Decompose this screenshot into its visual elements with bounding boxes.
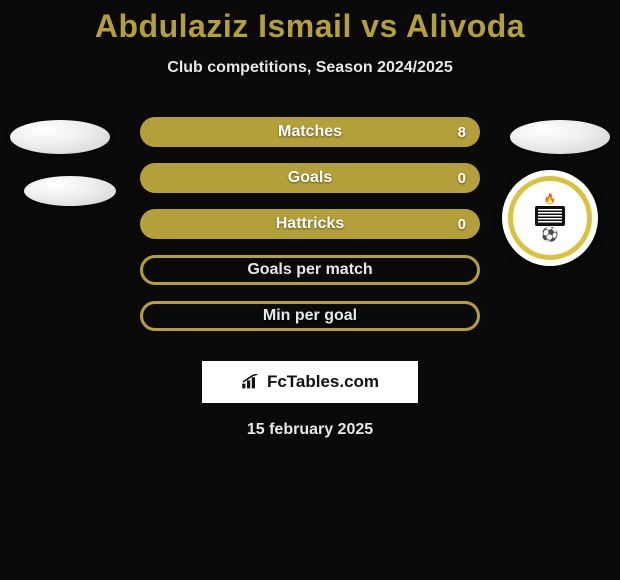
stat-row: Goals per match [0, 255, 620, 301]
bar-chart-icon [241, 374, 261, 390]
player-left-bubble-2 [24, 176, 116, 206]
stat-value: 0 [458, 216, 466, 233]
stat-bar: Goals per match [140, 255, 480, 285]
flame-icon: 🔥 [535, 195, 565, 205]
stat-label: Goals per match [247, 261, 372, 279]
stat-value: 0 [458, 170, 466, 187]
club-badge-ring: 🔥 ⚽ [508, 176, 592, 260]
stat-bar: Goals 0 [140, 163, 480, 193]
book-icon [535, 206, 565, 226]
club-badge-inner: 🔥 ⚽ [535, 195, 565, 241]
stat-bar: Hattricks 0 [140, 209, 480, 239]
page-title: Abdulaziz Ismail vs Alivoda [0, 8, 620, 45]
stat-label: Min per goal [263, 307, 357, 325]
club-badge: 🔥 ⚽ [502, 170, 598, 266]
brand-text: FcTables.com [267, 372, 379, 392]
page-subtitle: Club competitions, Season 2024/2025 [0, 59, 620, 77]
stat-bar: Matches 8 [140, 117, 480, 147]
stat-bar: Min per goal [140, 301, 480, 331]
brand-box: FcTables.com [202, 361, 418, 403]
stat-label: Goals [288, 169, 332, 187]
stat-value: 8 [458, 124, 466, 141]
ball-icon: ⚽ [535, 227, 565, 241]
player-left-bubble-1 [10, 120, 110, 154]
player-right-bubble [510, 120, 610, 154]
stat-label: Hattricks [276, 215, 344, 233]
date-label: 15 february 2025 [0, 421, 620, 439]
stat-row: Min per goal [0, 301, 620, 347]
stat-label: Matches [278, 123, 342, 141]
